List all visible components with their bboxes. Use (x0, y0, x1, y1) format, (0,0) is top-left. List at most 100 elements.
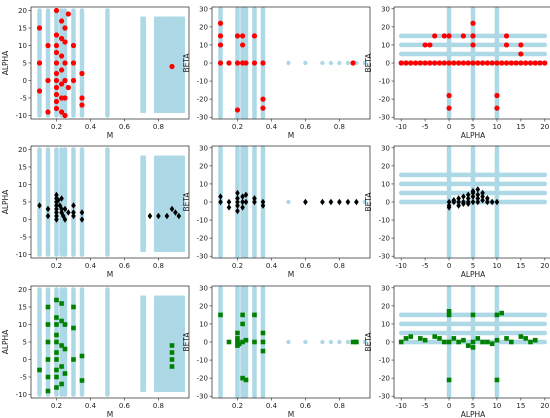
data-point (480, 339, 485, 345)
data-point (260, 202, 266, 209)
y-tick-label: -5 (20, 95, 27, 103)
y-axis-label: BETA (182, 332, 191, 352)
data-point (164, 212, 170, 220)
data-point (240, 321, 245, 327)
data-point (71, 325, 76, 331)
data-point (37, 202, 42, 209)
data-point (59, 195, 64, 202)
data-point (479, 60, 486, 66)
y-tick-label: 5 (23, 60, 27, 68)
y-tick-label: -20 (379, 375, 390, 383)
data-point (70, 77, 77, 84)
y-tick-label: 15 (18, 25, 27, 33)
subplot-2-1: 0.2 0.4 0.6 0.8 -10 -5 0 5 10 15 20 M ALPHA (1, 145, 190, 279)
x-tick-label: 0.6 (300, 402, 312, 410)
y-tick-label: -30 (379, 253, 390, 261)
data-point (36, 60, 43, 66)
data-point (71, 357, 76, 362)
subplot-3-3: -10 -5 0 5 10 15 20 -30 -20 -10 0 10 20 30 ALPHA BETA (364, 284, 550, 418)
data-point (62, 371, 68, 376)
data-point (45, 374, 51, 380)
x-tick-label: 5 (471, 402, 475, 410)
data-point (54, 367, 59, 373)
data-point (398, 60, 404, 66)
data-point (176, 212, 182, 220)
x-tick-label: 0.6 (119, 262, 131, 270)
data-point (456, 60, 462, 66)
background-dot (320, 60, 325, 66)
data-point (45, 304, 51, 310)
data-point (518, 334, 524, 339)
data-point (169, 63, 175, 70)
x-axis-label: M (288, 410, 294, 418)
data-point (542, 60, 548, 66)
data-point (470, 42, 476, 48)
data-point (79, 209, 85, 216)
y-tick-label: 0 (204, 199, 208, 207)
data-point (58, 53, 65, 59)
data-point (461, 193, 466, 200)
data-point (475, 191, 481, 198)
data-point (71, 212, 76, 220)
data-point (251, 33, 258, 39)
y-tick-label: -20 (197, 235, 208, 243)
highlight-series (398, 20, 548, 111)
data-point (62, 39, 68, 45)
x-tick-label: 10 (492, 123, 501, 131)
background-dot (362, 199, 368, 205)
data-point (398, 339, 404, 345)
x-tick-label: 0.6 (300, 262, 312, 270)
x-tick-label: -5 (422, 402, 429, 410)
data-point (58, 81, 65, 87)
data-point (260, 330, 266, 336)
y-tick-label: -10 (16, 251, 27, 259)
data-point (422, 60, 428, 66)
data-point (489, 60, 495, 66)
y-tick-label: -30 (197, 393, 208, 401)
highlight-series (446, 186, 500, 211)
data-point (173, 209, 178, 216)
data-point (226, 339, 232, 345)
background-dot (303, 60, 308, 66)
data-point (446, 33, 452, 39)
data-point (236, 341, 242, 347)
data-point (217, 42, 224, 48)
data-point (240, 204, 245, 211)
data-point (53, 7, 60, 14)
highlight-series (398, 308, 538, 383)
data-point (494, 105, 500, 111)
data-point (475, 195, 481, 202)
y-tick-label: 30 (199, 144, 208, 152)
data-point (79, 353, 85, 359)
data-point (446, 60, 452, 66)
data-point (260, 198, 266, 206)
data-point (446, 92, 452, 99)
x-axis-label: M (288, 131, 294, 140)
data-point (494, 60, 500, 66)
x-tick-label: 10 (492, 262, 501, 270)
y-tick-label: 5 (23, 339, 27, 347)
data-point (58, 67, 65, 73)
y-tick-label: 0 (386, 339, 390, 347)
data-point (62, 95, 68, 101)
y-tick-label: 20 (199, 162, 208, 170)
data-point (503, 33, 510, 39)
data-point (403, 60, 409, 66)
data-point (36, 25, 43, 31)
data-point (508, 60, 514, 66)
highlight-series (37, 191, 182, 223)
y-axis-label: BETA (182, 192, 191, 212)
data-point (169, 350, 175, 355)
data-point (53, 32, 60, 38)
y-tick-label: 10 (199, 180, 208, 188)
data-point (71, 209, 76, 216)
data-point (518, 60, 524, 66)
background-dot (286, 60, 291, 66)
data-point (451, 60, 457, 66)
data-point (62, 25, 68, 31)
data-point (503, 42, 510, 48)
data-point (71, 202, 76, 209)
data-point (475, 60, 481, 66)
data-point (465, 343, 471, 348)
y-tick-label: 0 (204, 339, 208, 347)
